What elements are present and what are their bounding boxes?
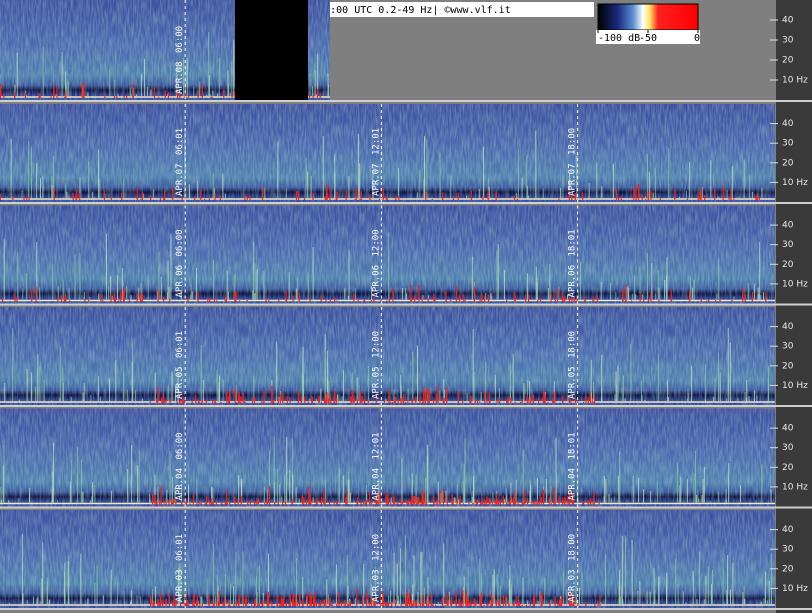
time-label: 18:00 xyxy=(568,534,578,561)
colorbar xyxy=(597,3,699,31)
y-tick-label: 10 Hz xyxy=(782,178,808,188)
y-tick-label: 20 xyxy=(782,361,794,371)
y-tick-label: 10 Hz xyxy=(782,381,808,391)
strip: 10 Hz 20 30 40 APR.07 06:01 APR.07 12:01 APR.07 1… xyxy=(0,104,812,204)
colorbar-tick-label: -100 dB xyxy=(598,33,640,44)
spectrogram-texture xyxy=(0,510,775,608)
time-label: 18:01 xyxy=(568,229,578,256)
spectrogram-texture xyxy=(0,104,775,202)
y-tick-label: 30 xyxy=(782,443,794,453)
colorbar-tick-label: 0 xyxy=(694,33,700,44)
strip: 10 Hz 20 30 40 APR.06 06:00 APR.06 12:00 APR.06 1… xyxy=(0,205,812,306)
date-label: APR.06 xyxy=(568,265,578,298)
date-label: APR.05 xyxy=(568,366,578,399)
time-label: 06:00 xyxy=(175,229,185,256)
spectrogram-texture xyxy=(0,307,775,405)
colorbar-tick-label: -50 xyxy=(639,33,657,44)
date-label: APR.05 xyxy=(175,366,185,399)
date-label: APR.07 xyxy=(371,163,381,196)
y-tick-label: 30 xyxy=(782,36,794,46)
y-tick-label: 20 xyxy=(782,564,794,574)
date-label: APR.03 xyxy=(568,569,578,602)
y-tick-label: 40 xyxy=(782,322,794,332)
y-tick-label: 20 xyxy=(782,158,794,168)
date-label: APR.04 xyxy=(371,468,381,501)
time-label: 06:01 xyxy=(175,128,185,155)
y-tick-label: 40 xyxy=(782,525,794,535)
time-label: 12:01 xyxy=(371,128,381,155)
y-tick-label: 40 xyxy=(782,119,794,129)
spectrogram xyxy=(0,307,775,405)
time-label: 12:00 xyxy=(371,331,381,358)
strip: 10 Hz 20 30 40 APR.04 06:00 APR.04 12:01 APR.04 1… xyxy=(0,408,812,509)
date-label: APR.03 xyxy=(175,569,185,602)
y-tick-label: 10 Hz xyxy=(782,482,808,492)
date-label: APR.08 xyxy=(175,61,185,94)
spectrogram xyxy=(0,510,775,608)
y-tick-label: 30 xyxy=(782,139,794,149)
y-tick-label: 30 xyxy=(782,342,794,352)
date-label: APR.06 xyxy=(371,265,381,298)
time-label: 18:00 xyxy=(568,128,578,155)
data-gap xyxy=(235,0,308,100)
colorbar-label-box xyxy=(596,30,700,44)
y-tick-label: 30 xyxy=(782,545,794,555)
date-label: APR.04 xyxy=(175,468,185,501)
time-label: 06:00 xyxy=(175,26,185,53)
date-label: APR.06 xyxy=(175,265,185,298)
time-label: 18:01 xyxy=(568,432,578,459)
y-tick-label: 40 xyxy=(782,424,794,434)
y-tick-label: 40 xyxy=(782,221,794,231)
date-label: APR.07 xyxy=(175,163,185,196)
date-label: APR.04 xyxy=(568,468,578,501)
spectrogram-texture xyxy=(0,205,775,304)
y-tick-label: 30 xyxy=(782,240,794,250)
strip: 10 Hz 20 30 40 APR.08 06:00 xyxy=(0,0,812,102)
y-tick-label: 10 Hz xyxy=(782,279,808,289)
axis-column xyxy=(776,0,812,613)
date-label: APR.05 xyxy=(371,366,381,399)
date-label: APR.07 xyxy=(568,163,578,196)
time-label: 12:00 xyxy=(371,229,381,256)
y-tick-label: 10 Hz xyxy=(782,584,808,594)
strip: 10 Hz 20 30 40 APR.03 06:01 APR.03 12:00 APR.03 1… xyxy=(0,510,812,610)
spectrogram xyxy=(0,0,330,100)
time-label: 12:00 xyxy=(371,534,381,561)
y-tick-label: 20 xyxy=(782,463,794,473)
time-label: 06:00 xyxy=(175,432,185,459)
spectrogram xyxy=(0,104,775,202)
spectrogram-texture xyxy=(0,408,775,507)
y-tick-label: 40 xyxy=(782,16,794,26)
time-label: 18:00 xyxy=(568,331,578,358)
spectrogram xyxy=(0,205,775,304)
date-label: APR.03 xyxy=(371,569,381,602)
y-tick-label: 10 Hz xyxy=(782,76,808,86)
spectrogram xyxy=(0,408,775,507)
strip: 10 Hz 20 30 40 APR.05 06:01 APR.05 12:00 APR.05 1… xyxy=(0,307,812,407)
y-tick-label: 20 xyxy=(782,56,794,66)
y-tick-label: 20 xyxy=(782,260,794,270)
time-label: 06:01 xyxy=(175,331,185,358)
time-label: 06:01 xyxy=(175,534,185,561)
time-label: 12:01 xyxy=(371,432,381,459)
